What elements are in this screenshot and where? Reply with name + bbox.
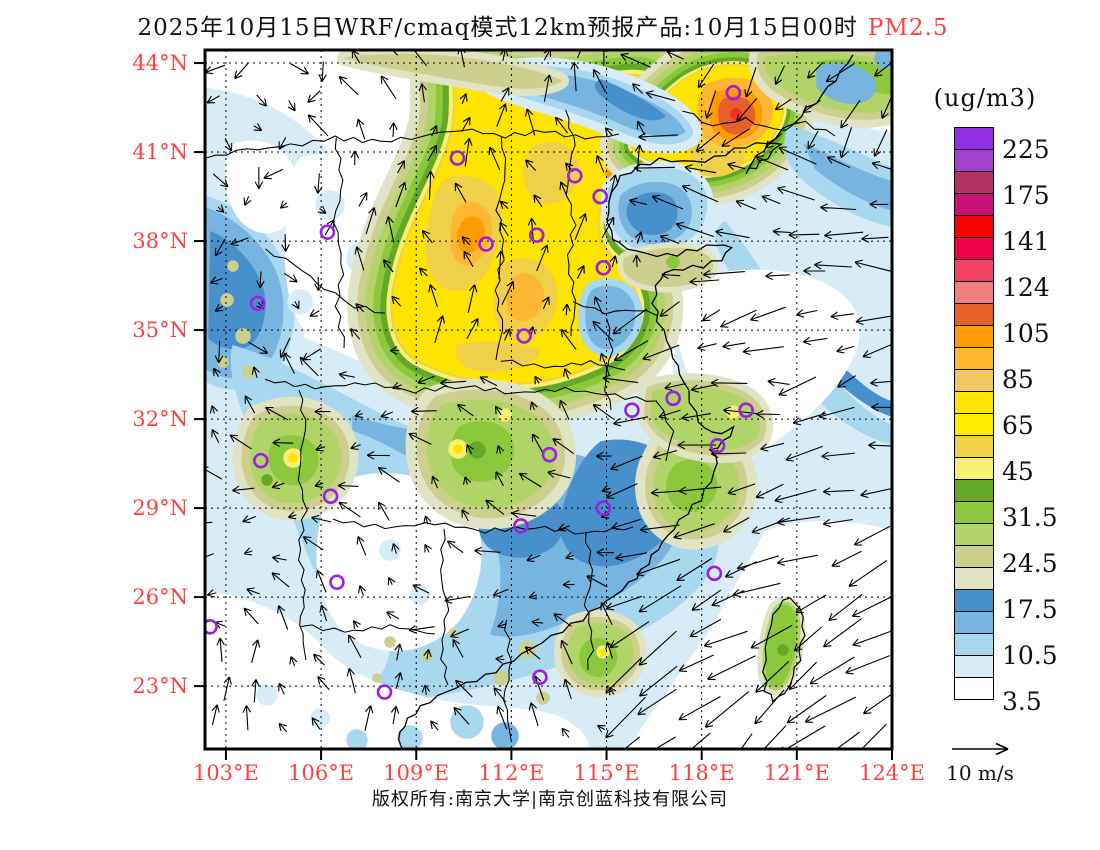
- city-marker: [592, 188, 608, 205]
- city-marker: [595, 259, 612, 276]
- lon-tick-label: 124°E: [859, 761, 925, 785]
- legend-level-label: 17.5: [1002, 595, 1058, 624]
- city-marker: [449, 150, 466, 166]
- legend-color-cell: [954, 567, 994, 590]
- title-text: 2025年10月15日WRF/cmaq模式12km预报产品:10月15日00时: [137, 15, 858, 41]
- legend-color-cell: [954, 391, 994, 414]
- legend-level-label: 24.5: [1002, 549, 1058, 578]
- city-marker: [513, 518, 529, 534]
- city-marker: [249, 295, 266, 312]
- lon-tick-label: 109°E: [383, 761, 450, 785]
- wind-scale-label: 10 m/s: [946, 761, 1014, 785]
- legend-level-label: 85: [1002, 365, 1034, 394]
- legend-color-cell: [954, 149, 994, 172]
- legend-color-cell: [954, 303, 994, 326]
- title-pollutant: PM2.5: [867, 15, 949, 41]
- lat-tick-label: 41°N: [132, 140, 188, 165]
- city-marker: [567, 167, 583, 184]
- graticule-layer: [206, 51, 891, 748]
- wind-scale-arrow: [952, 742, 1009, 756]
- city-marker: [665, 390, 681, 407]
- city-marker: [725, 84, 742, 101]
- legend-level-label: 175: [1002, 181, 1050, 210]
- province-boundaries-layer: [206, 54, 854, 748]
- city-marker: [528, 227, 545, 243]
- legend-color-cell: [954, 589, 994, 612]
- legend-color-cell: [954, 523, 994, 546]
- lat-tick-label: 44°N: [132, 51, 188, 76]
- legend-colorbar: [954, 127, 994, 700]
- city-marker: [516, 328, 532, 344]
- wind-arrows-layer: [206, 51, 891, 748]
- city-marker: [709, 437, 726, 454]
- legend-color-cell: [954, 237, 994, 260]
- city-marker: [532, 669, 548, 686]
- legend-level-label: 45: [1002, 457, 1034, 486]
- legend-color-cell: [954, 215, 994, 238]
- copyright-text: 版权所有:南京大学|南京创蓝科技有限公司: [371, 789, 729, 810]
- legend-level-label: 225: [1002, 135, 1050, 164]
- legend-color-cell: [954, 259, 994, 282]
- page-title: 2025年10月15日WRF/cmaq模式12km预报产品:10月15日00时 P…: [0, 8, 1086, 42]
- legend-color-cell: [954, 457, 994, 480]
- lat-tick-label: 23°N: [132, 674, 188, 699]
- lat-tick-label: 35°N: [132, 318, 188, 343]
- legend-level-label: 105: [1002, 319, 1050, 348]
- legend-color-cell: [954, 633, 994, 656]
- city-markers-layer: [206, 84, 754, 700]
- pm25-field-layer: [206, 51, 891, 748]
- legend-color-cell: [954, 545, 994, 568]
- legend-level-label: 3.5: [1002, 687, 1042, 716]
- legend-color-cell: [954, 435, 994, 458]
- legend-color-cell: [954, 127, 994, 150]
- lat-tick-label: 29°N: [132, 496, 188, 521]
- legend-color-cell: [954, 677, 994, 700]
- lat-tick-label: 32°N: [132, 407, 188, 432]
- legend-color-cell: [954, 281, 994, 304]
- city-marker: [329, 574, 345, 591]
- map-frame: [194, 48, 894, 760]
- city-marker: [478, 236, 494, 252]
- city-marker: [595, 500, 612, 516]
- city-marker: [322, 488, 339, 505]
- lon-tick-label: 112°E: [478, 761, 545, 785]
- city-marker: [738, 402, 754, 418]
- city-marker: [706, 565, 723, 582]
- legend-color-cell: [954, 171, 994, 194]
- legend-level-label: 141: [1002, 227, 1050, 256]
- city-marker: [541, 446, 558, 463]
- lon-tick-label: 103°E: [192, 761, 259, 785]
- legend-color-cell: [954, 325, 994, 348]
- legend-color-cell: [954, 655, 994, 678]
- legend-color-cell: [954, 193, 994, 216]
- legend-color-cell: [954, 413, 994, 436]
- legend-color-cell: [954, 479, 994, 502]
- lat-tick-label: 38°N: [132, 229, 188, 254]
- legend-unit-label: (ug/m3): [933, 84, 1037, 112]
- lat-tick-label: 26°N: [132, 585, 188, 610]
- lon-tick-label: 115°E: [573, 761, 640, 785]
- legend-level-label: 31.5: [1002, 503, 1058, 532]
- legend-level-label: 124: [1002, 273, 1050, 302]
- legend-level-label: 10.5: [1002, 641, 1058, 670]
- lon-tick-label: 106°E: [288, 761, 355, 785]
- city-marker: [319, 224, 336, 240]
- legend-color-cell: [954, 611, 994, 634]
- lon-tick-label: 121°E: [763, 761, 830, 785]
- legend-color-cell: [954, 501, 994, 524]
- city-marker: [253, 452, 269, 469]
- legend-color-cell: [954, 347, 994, 370]
- city-marker: [206, 618, 218, 635]
- city-marker: [376, 684, 393, 700]
- legend-color-cell: [954, 369, 994, 392]
- legend-level-label: 65: [1002, 411, 1034, 440]
- city-marker: [624, 402, 640, 418]
- lon-tick-label: 118°E: [668, 761, 735, 785]
